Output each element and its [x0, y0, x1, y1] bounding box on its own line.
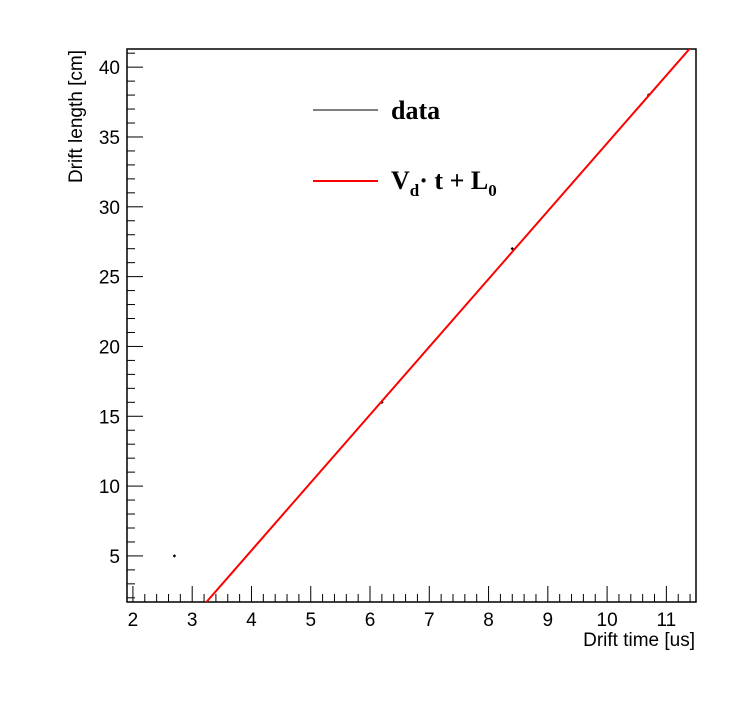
x-tick-label: 7 [424, 610, 435, 631]
fit-line [205, 49, 691, 602]
x-tick-label: 11 [656, 610, 676, 631]
x-axis-title: Drift time [us] [583, 630, 695, 651]
x-tick-label: 6 [365, 610, 376, 631]
y-axis-title: Drift length [cm] [66, 50, 87, 183]
y-tick-label: 35 [99, 128, 120, 149]
y-tick-label: 40 [99, 58, 120, 79]
x-tick-label: 4 [246, 610, 257, 631]
x-tick-label: 9 [543, 610, 554, 631]
y-tick-label: 15 [99, 407, 120, 428]
x-tick-label: 5 [305, 610, 316, 631]
x-tick-label: 2 [128, 610, 139, 631]
y-tick-label: 20 [99, 337, 120, 358]
y-tick-label: 25 [99, 268, 120, 289]
y-axis-tick-labels: 5 10 15 20 25 30 35 40 [99, 58, 120, 568]
y-tick-label: 5 [109, 547, 120, 568]
legend-fit-label: Vd· t + L0 [391, 166, 497, 200]
x-axis-ticks [132, 586, 691, 602]
x-tick-label: 10 [597, 610, 618, 631]
y-tick-label: 10 [99, 477, 120, 498]
x-axis-tick-labels: 2 3 4 5 6 7 8 9 10 11 [128, 610, 677, 631]
plot-frame [126, 48, 697, 603]
x-tick-label: 3 [187, 610, 198, 631]
data-point [172, 554, 176, 558]
x-tick-label: 8 [483, 610, 494, 631]
y-axis-ticks [127, 52, 143, 599]
legend: data Vd· t + L0 [313, 96, 497, 200]
data-point [510, 247, 514, 251]
series-layer [172, 49, 691, 602]
y-tick-label: 30 [99, 198, 120, 219]
legend-data-label: data [391, 96, 440, 125]
